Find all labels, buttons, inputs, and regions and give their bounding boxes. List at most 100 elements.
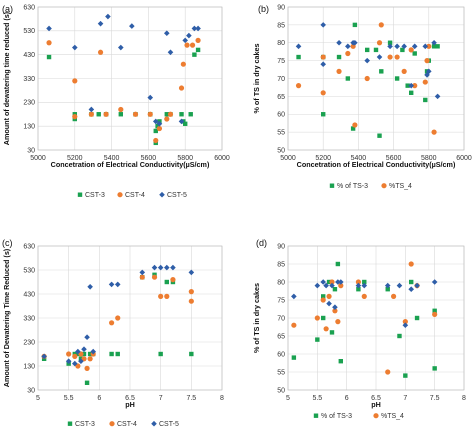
series-3 [295,22,441,100]
x-tick-label: 5000 [280,155,296,162]
panel-label: (c) [2,238,13,248]
data-point [46,40,52,46]
data-point [373,47,379,53]
data-point [189,351,194,357]
data-point [409,90,414,95]
y-tick-label: 230 [23,339,35,346]
chart-panel-2: 5000 5200 5400 5600 5800 6000 50 55 60 65 70 75 80 85… [252,4,472,190]
data-point [132,111,139,117]
data-point [409,279,414,285]
x-tick-label: 8 [462,395,466,402]
data-point [401,43,407,50]
x-tick-label: 6000 [214,155,230,162]
data-point [151,274,158,280]
y-tick-label: 130 [23,124,35,131]
data-point [155,123,160,129]
data-point [153,128,158,134]
data-point [321,294,326,299]
data-point [336,54,342,60]
data-point [87,351,93,357]
data-point [75,363,81,369]
data-point [97,20,104,27]
data-point [87,356,93,362]
data-point [170,277,176,283]
x-tick-label: 5 [36,395,40,402]
data-point [402,322,409,328]
legend-label: CST-4 [125,192,145,199]
legend-marker [329,183,335,188]
data-point [384,282,391,289]
data-point [72,78,78,84]
data-point [412,51,417,56]
data-point [81,356,87,362]
y-tick-label: 50 [277,147,285,154]
legend: % of TS-3 %TS_4 [329,183,412,190]
data-point [397,333,402,339]
data-point [364,57,370,64]
data-point [378,22,384,28]
data-point [115,351,120,357]
data-point [188,269,195,276]
data-point [414,282,420,289]
series-1 [46,47,201,146]
data-point [167,111,174,117]
data-point [195,47,201,53]
data-point [164,112,169,117]
legend-marker [77,192,83,197]
data-point [191,25,198,32]
x-axis-label: pH [371,400,381,409]
legend-label: % of TS-3 [321,413,352,420]
data-point [387,40,393,45]
plot-area [37,6,223,151]
data-point [179,112,184,117]
x-tick-label: 6 [345,395,349,402]
data-point [192,52,197,57]
data-point [355,279,361,285]
series-2 [291,261,438,375]
x-tick-label: 5.5 [64,395,74,402]
panel-label: (d) [256,238,267,248]
data-point [355,282,362,289]
data-point [385,369,391,375]
legend-label: CST-5 [159,421,179,428]
x-axis-label: Concetration of Electrical Conductivity(… [297,160,456,169]
x-tick-label: 5400 [104,155,120,162]
data-point [66,351,72,357]
data-point [365,47,370,53]
data-point [345,76,351,81]
data-point [323,326,329,332]
data-point [414,315,420,321]
data-point [403,373,408,378]
data-point [332,304,338,310]
data-point [188,289,194,295]
data-point [320,54,326,60]
data-point [147,94,154,101]
x-tick-label: 5200 [67,155,83,162]
data-point [147,111,153,117]
data-point [152,118,159,125]
data-point [377,133,382,138]
data-point [321,112,326,117]
legend: % of TS-3 %TS_4 [313,413,404,420]
legend-marker [159,191,165,198]
x-tick-label: 6000 [456,155,472,162]
x-axis-label: pH [125,400,135,409]
data-point [96,112,101,117]
series-2 [295,22,437,135]
chart-panel-1: 5000 5200 5400 5600 5800 6000 30 130 230 330 430 53… [2,4,230,199]
data-point [408,47,414,53]
data-point [108,281,115,288]
data-point [188,298,194,304]
data-point [320,61,326,67]
data-point [170,264,176,271]
y-tick-label: 330 [23,76,35,83]
data-point [291,355,297,360]
data-point [431,129,437,135]
data-point [376,54,383,60]
data-point [402,319,408,325]
data-point [156,125,163,132]
data-point [90,348,96,355]
y-tick-label: 85 [277,22,285,29]
data-point [391,293,397,299]
data-point [432,308,437,313]
